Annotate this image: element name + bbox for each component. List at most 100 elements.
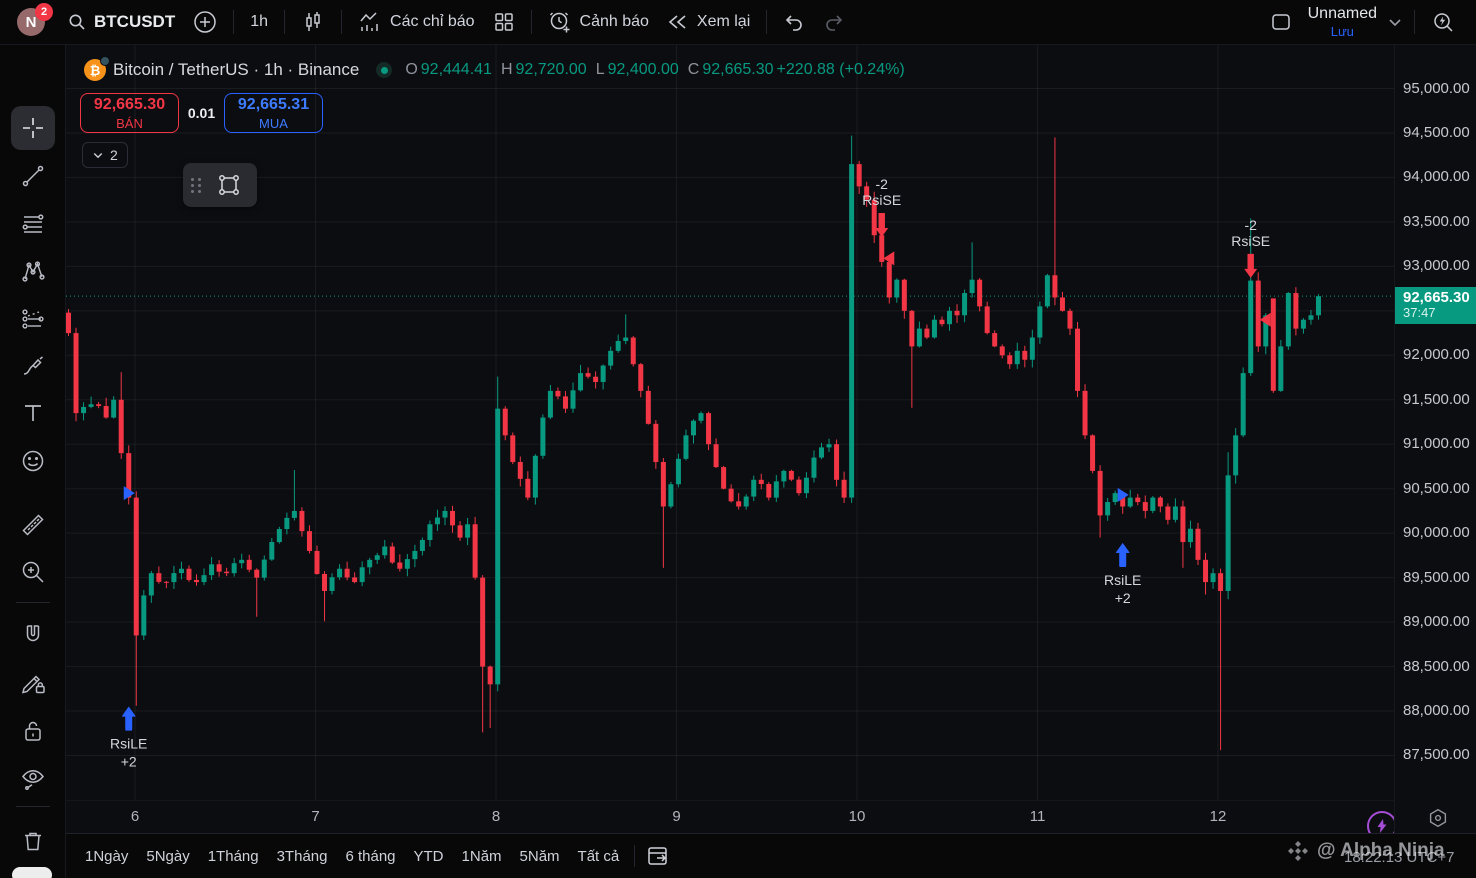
quick-search-icon xyxy=(1434,13,1453,32)
date-range-buttons: 1Ngày 5Ngày 1Tháng 3Tháng 6 tháng YTD 1Năm 5Năm… xyxy=(78,844,626,869)
save-label[interactable]: Lưu xyxy=(1330,24,1354,39)
replay-icon xyxy=(668,15,686,29)
user-avatar[interactable]: N 2 xyxy=(17,3,53,36)
zoom-in-tool-button[interactable] xyxy=(19,558,47,586)
undo-button[interactable] xyxy=(774,5,814,39)
hide-drawings-button[interactable] xyxy=(19,764,47,792)
price-tick-label: 90,000.00 xyxy=(1403,524,1470,542)
bottom-left-handle[interactable] xyxy=(12,867,52,878)
candle-body xyxy=(894,279,900,298)
quantity-field[interactable]: 0.01 xyxy=(187,105,216,121)
sell-arrow-marker[interactable] xyxy=(875,213,889,238)
crosshair-tool-button[interactable] xyxy=(19,114,47,142)
layout-panel-button[interactable] xyxy=(1260,5,1302,39)
indicators-button[interactable]: Các chỉ báo xyxy=(349,5,484,39)
range-button-1ngày[interactable]: 1Ngày xyxy=(85,847,129,865)
entry-triangle-marker[interactable] xyxy=(123,486,135,501)
candle-body xyxy=(721,467,727,489)
candle-body xyxy=(736,501,742,507)
symbol-title[interactable]: Bitcoin / TetherUS · 1h · Binance xyxy=(113,60,360,79)
candle-body xyxy=(269,542,275,560)
candle-body xyxy=(1037,306,1043,338)
candle-body xyxy=(329,577,335,591)
price-tick-label: 93,000.00 xyxy=(1403,257,1470,275)
range-button-1năm[interactable]: 1Năm xyxy=(461,847,502,865)
time-tick-label: 12 xyxy=(1209,808,1227,825)
price-axis[interactable]: 92,665.30 37:47 95,000.00 94,500.00 94,000… xyxy=(1394,45,1476,833)
candle-body xyxy=(683,435,689,459)
entry-triangle-marker[interactable] xyxy=(1259,312,1271,327)
time-axis[interactable]: 6 7 8 9 10 11 12 xyxy=(66,800,1394,833)
quick-search-button[interactable] xyxy=(1422,5,1464,39)
candle-body xyxy=(261,559,267,578)
candle-body xyxy=(231,563,237,574)
floating-drawing-toolbar[interactable] xyxy=(183,163,257,207)
candle-body xyxy=(337,568,343,578)
magnet-mode-button[interactable] xyxy=(19,621,47,649)
candle-body xyxy=(344,568,350,578)
stay-in-drawing-mode-button[interactable] xyxy=(19,669,47,697)
sell-arrow-marker[interactable] xyxy=(1244,253,1258,278)
candle-body xyxy=(209,564,215,576)
redo-button[interactable] xyxy=(814,5,854,39)
candle-body xyxy=(194,579,200,583)
emoji-tool-button[interactable] xyxy=(19,447,47,475)
range-button-6-tháng[interactable]: 6 tháng xyxy=(345,847,396,865)
layout-dropdown-button[interactable] xyxy=(1383,5,1407,39)
brush-tool-button[interactable] xyxy=(19,352,47,380)
buy-button[interactable]: 92,665.31 MUA xyxy=(224,93,323,133)
drag-handle-icon[interactable] xyxy=(191,177,209,193)
alert-button[interactable]: Cảnh báo xyxy=(539,5,658,39)
candle-body xyxy=(201,575,207,583)
buy-arrow-marker[interactable] xyxy=(1116,542,1130,567)
time-tick-label: 6 xyxy=(130,808,140,825)
projection-tool-button[interactable] xyxy=(19,305,47,333)
sell-button[interactable]: 92,665.30 BÁN xyxy=(80,93,179,133)
price-tick-label: 95,000.00 xyxy=(1403,79,1470,97)
signal-annotation-label: -2 xyxy=(876,176,889,192)
rectangle-tool-button[interactable] xyxy=(211,167,247,203)
price-tick-label: 93,500.00 xyxy=(1403,212,1470,230)
candle-body xyxy=(1187,528,1193,543)
text-tool-button[interactable] xyxy=(19,399,47,427)
market-status-dot[interactable] xyxy=(376,62,393,78)
measure-tool-button[interactable] xyxy=(19,511,47,539)
buy-arrow-marker[interactable] xyxy=(122,706,136,731)
replay-button[interactable]: Xem lại xyxy=(658,5,759,39)
layout-name-button[interactable]: Unnamed Lưu xyxy=(1302,6,1383,39)
candle-body xyxy=(992,333,998,347)
candle-body xyxy=(397,562,403,569)
entry-triangle-marker[interactable] xyxy=(883,251,895,266)
remove-drawings-button[interactable] xyxy=(19,827,47,855)
candle-body xyxy=(73,333,79,414)
clock-timestamp[interactable]: 18:22:13 UTC+7 xyxy=(1344,849,1455,866)
range-button-ytd[interactable]: YTD xyxy=(413,847,444,865)
close-value: 92,665.30 xyxy=(702,61,774,78)
compare-add-button[interactable] xyxy=(184,5,226,39)
candle-body xyxy=(773,481,779,498)
object-tree-chip[interactable]: 2 xyxy=(82,142,128,168)
range-button-5năm[interactable]: 5Năm xyxy=(519,847,560,865)
trash-icon xyxy=(25,832,41,851)
range-button-5ngày[interactable]: 5Ngày xyxy=(146,847,190,865)
entry-triangle-marker[interactable] xyxy=(1117,487,1129,502)
lock-all-drawings-button[interactable] xyxy=(19,717,47,745)
range-button-1tháng[interactable]: 1Tháng xyxy=(207,847,259,865)
go-to-date-button[interactable] xyxy=(643,841,673,871)
chart-style-button[interactable] xyxy=(292,5,334,39)
xabcd-pattern-icon xyxy=(22,261,45,282)
trend-line-icon xyxy=(22,165,44,187)
layout-grid-button[interactable] xyxy=(484,5,524,39)
interval-button[interactable]: 1h xyxy=(241,5,277,39)
fib-retracement-tool-button[interactable] xyxy=(19,209,47,237)
axis-settings-button[interactable] xyxy=(1426,806,1450,830)
range-button-3tháng[interactable]: 3Tháng xyxy=(276,847,328,865)
symbol-search-button[interactable]: BTCUSDT xyxy=(59,5,184,39)
candle-body xyxy=(532,455,538,498)
range-button-tất-cả[interactable]: Tất cả xyxy=(577,847,620,865)
pattern-tool-button[interactable] xyxy=(19,257,47,285)
trend-line-tool-button[interactable] xyxy=(19,162,47,190)
candle-body xyxy=(178,568,184,574)
